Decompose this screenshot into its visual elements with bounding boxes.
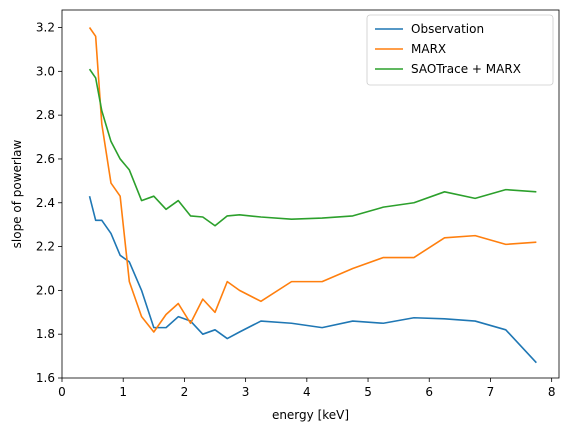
x-axis-label: energy [keV] <box>272 408 349 422</box>
legend-box <box>366 14 554 86</box>
legend: Observation MARX SAOTrace + MARX <box>366 14 554 86</box>
x-tick-label: 2 <box>181 385 189 399</box>
series-layer <box>88 27 537 364</box>
y-axis-label: slope of powerlaw <box>10 139 24 248</box>
y-tick-label: 1.8 <box>36 327 55 341</box>
y-tick-label: 2.4 <box>36 196 55 210</box>
y-tick-label: 3.0 <box>36 64 55 78</box>
x-tick-label: 4 <box>303 385 311 399</box>
x-tick-label: 8 <box>548 385 556 399</box>
x-tick-label: 0 <box>58 385 66 399</box>
series-line-saotrace-marx <box>88 68 537 227</box>
legend-entry: Observation <box>411 22 484 36</box>
x-tick-label: 7 <box>487 385 495 399</box>
y-axis: 1.6 1.8 2.0 2.2 2.4 2.6 2.8 3.0 3.2 <box>36 21 62 385</box>
legend-entry: MARX <box>411 42 446 56</box>
series-line-marx <box>88 27 537 333</box>
y-tick-label: 2.6 <box>36 152 55 166</box>
x-tick-label: 6 <box>425 385 433 399</box>
plot-frame <box>61 9 560 379</box>
series-line-observation <box>88 195 537 364</box>
y-tick-label: 3.2 <box>36 21 55 35</box>
y-tick-label: 2.2 <box>36 240 55 254</box>
x-axis: 0 1 2 3 4 5 6 7 8 <box>58 378 555 399</box>
x-tick-label: 5 <box>364 385 372 399</box>
legend-entry: SAOTrace + MARX <box>411 62 521 76</box>
y-tick-label: 2.8 <box>36 108 55 122</box>
y-tick-label: 2.0 <box>36 283 55 297</box>
x-tick-label: 1 <box>119 385 127 399</box>
x-tick-label: 3 <box>242 385 250 399</box>
y-tick-label: 1.6 <box>36 371 55 385</box>
